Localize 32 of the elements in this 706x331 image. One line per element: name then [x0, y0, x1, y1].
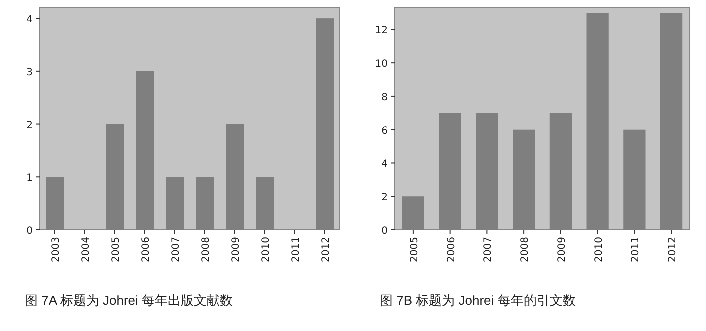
caption: 图 7A 标题为 Johrei 每年出版文献数 [25, 293, 234, 308]
x-tick-label: 2007 [483, 237, 494, 262]
y-tick-label: 4 [382, 159, 388, 170]
x-tick-label: 2009 [556, 237, 568, 262]
y-tick-label: 1 [26, 173, 33, 184]
x-tick-label: 2011 [630, 237, 642, 262]
y-tick-label: 3 [26, 67, 33, 78]
x-tick-label: 2003 [51, 237, 62, 262]
x-tick-label: 2012 [321, 237, 332, 262]
y-tick-label: 2 [26, 120, 33, 132]
x-tick-label: 2005 [111, 237, 122, 262]
x-tick-label: 2005 [409, 237, 420, 262]
y-tick-label: 4 [26, 14, 33, 26]
y-tick-label: 0 [26, 226, 33, 237]
y-tick-label: 0 [382, 226, 388, 237]
x-tick-label: 2007 [171, 237, 182, 262]
x-tick-label: 2010 [594, 237, 605, 262]
y-tick-label: 6 [382, 126, 388, 137]
caption: 图 7B 标题为 Johrei 每年的引文数 [380, 293, 576, 308]
x-tick-label: 2008 [201, 237, 212, 262]
x-tick-label: 2004 [81, 237, 92, 262]
y-tick-label: 8 [382, 92, 388, 104]
x-tick-label: 2009 [231, 237, 242, 262]
y-tick-label: 10 [375, 59, 388, 70]
y-tick-label: 2 [382, 192, 388, 204]
y-tick-label: 12 [375, 26, 388, 37]
x-tick-label: 2006 [141, 237, 152, 262]
x-tick-label: 2012 [668, 237, 679, 262]
x-tick-label: 2010 [261, 237, 272, 262]
x-tick-label: 2008 [520, 237, 532, 262]
x-tick-label: 2006 [446, 237, 458, 262]
x-tick-label: 2011 [291, 237, 302, 262]
